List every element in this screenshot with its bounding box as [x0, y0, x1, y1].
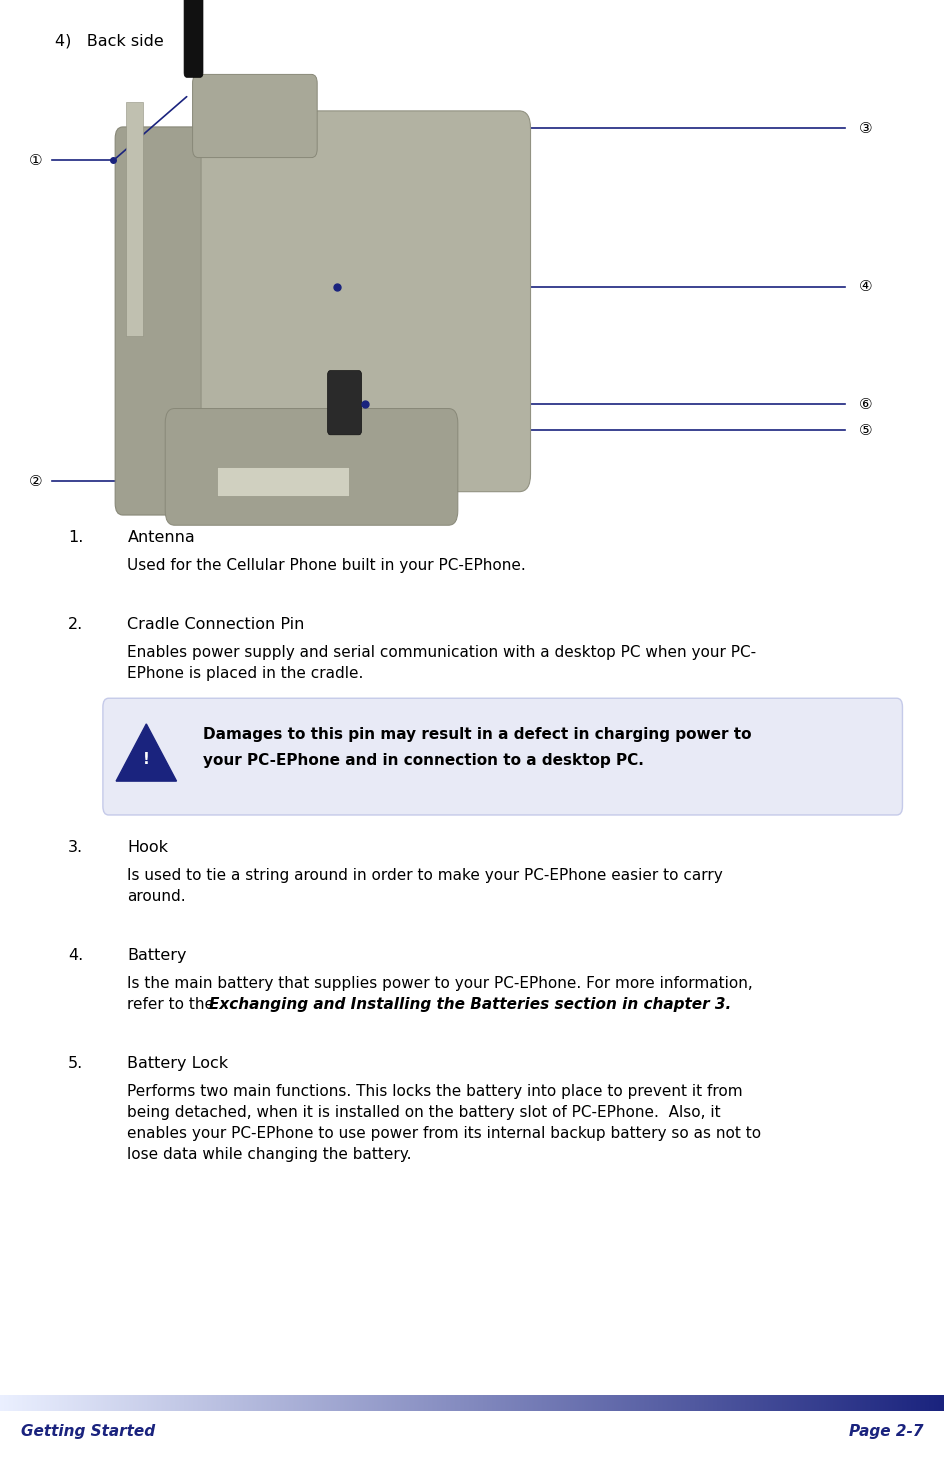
FancyBboxPatch shape	[328, 371, 362, 435]
Bar	[217, 467, 349, 496]
Text: your PC-EPhone and in connection to a desktop PC.: your PC-EPhone and in connection to a de…	[203, 753, 644, 769]
Text: refer to the: refer to the	[127, 996, 219, 1013]
Text: 5.: 5.	[68, 1056, 83, 1071]
Text: 4)   Back side: 4) Back side	[55, 34, 163, 48]
Polygon shape	[116, 724, 177, 781]
FancyBboxPatch shape	[115, 127, 225, 515]
Text: ④: ④	[859, 279, 872, 295]
Text: ③: ③	[859, 121, 872, 136]
Text: Is the main battery that supplies power to your PC-EPhone. For more information,: Is the main battery that supplies power …	[127, 976, 753, 991]
Text: EPhone is placed in the cradle.: EPhone is placed in the cradle.	[127, 665, 363, 681]
Text: around.: around.	[127, 889, 186, 905]
FancyBboxPatch shape	[184, 0, 203, 77]
Text: lose data while changing the battery.: lose data while changing the battery.	[127, 1147, 412, 1163]
Text: ②: ②	[29, 474, 42, 489]
FancyBboxPatch shape	[193, 74, 317, 158]
FancyBboxPatch shape	[103, 699, 902, 816]
Text: 2.: 2.	[68, 617, 83, 632]
Text: ①: ①	[29, 153, 42, 168]
Text: Battery: Battery	[127, 948, 187, 963]
Text: Battery Lock: Battery Lock	[127, 1056, 228, 1071]
Text: !: !	[143, 751, 150, 767]
Text: enables your PC-EPhone to use power from its internal backup battery so as not t: enables your PC-EPhone to use power from…	[127, 1126, 762, 1141]
Text: 3.: 3.	[68, 840, 83, 855]
Text: 1.: 1.	[68, 530, 83, 546]
FancyBboxPatch shape	[201, 111, 531, 492]
Text: Antenna: Antenna	[127, 530, 195, 546]
Text: ⑥: ⑥	[859, 397, 872, 411]
Text: Page 2-7: Page 2-7	[849, 1424, 923, 1439]
Text: Cradle Connection Pin: Cradle Connection Pin	[127, 617, 305, 632]
Text: Enables power supply and serial communication with a desktop PC when your PC-: Enables power supply and serial communic…	[127, 645, 756, 659]
Text: Is used to tie a string around in order to make your PC-EPhone easier to carry: Is used to tie a string around in order …	[127, 868, 723, 883]
Text: Performs two main functions. This locks the battery into place to prevent it fro: Performs two main functions. This locks …	[127, 1084, 743, 1099]
Text: 4.: 4.	[68, 948, 83, 963]
Text: Used for the Cellular Phone built in your PC-EPhone.: Used for the Cellular Phone built in you…	[127, 557, 526, 573]
Text: ⑤: ⑤	[859, 423, 872, 438]
FancyBboxPatch shape	[165, 409, 458, 525]
Bar	[126, 102, 143, 336]
Text: Getting Started: Getting Started	[21, 1424, 155, 1439]
Text: Hook: Hook	[127, 840, 168, 855]
Text: Exchanging and Installing the Batteries section in chapter 3.: Exchanging and Installing the Batteries …	[209, 996, 731, 1013]
Text: being detached, when it is installed on the battery slot of PC-EPhone.  Also, it: being detached, when it is installed on …	[127, 1106, 721, 1121]
Text: Damages to this pin may result in a defect in charging power to: Damages to this pin may result in a defe…	[203, 728, 751, 743]
